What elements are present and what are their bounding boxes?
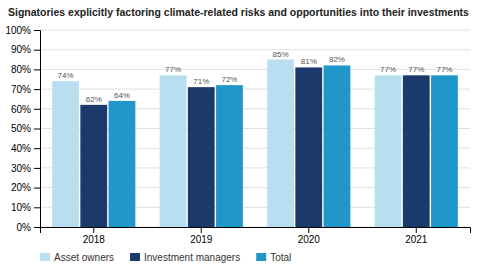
bar [188,87,215,227]
data-label: 77% [165,65,181,74]
data-label: 72% [221,75,237,84]
bar [324,65,351,227]
bar-series [52,60,401,227]
tick: 20% [11,182,40,193]
plot: 0%10%20%30%40%50%60%70%80%90%100%2018201… [5,25,470,245]
tick-label: 2021 [405,234,428,245]
bar-series [109,65,458,227]
bar [109,101,136,227]
legend-item: Asset owners [40,252,114,263]
bar [403,75,430,227]
tick: 90% [11,44,40,55]
y-axis: 0% 10% 20% 30% 40% 50% 60% 70% 80% 90% 100% [5,25,40,233]
tick: 10% [11,202,40,213]
tick-mark [34,188,40,189]
tick-label: 30% [11,163,31,174]
tick-mark [34,168,40,169]
tick: 60% [11,104,40,115]
bar [375,75,402,227]
tick-label: 0% [17,222,32,233]
grid-line [40,69,470,70]
grid-line [40,49,470,50]
tick-label: 40% [11,143,31,154]
tick: 2020 [298,227,321,245]
legend-label: Total [270,252,291,263]
title: Signatories explicitly factoring climate… [8,6,469,18]
tick-label: 20% [11,182,31,193]
axis-line [34,31,41,228]
data-label: 82% [329,55,345,64]
data-label: 77% [408,65,424,74]
tick: 2021 [405,227,428,245]
bar [160,75,187,227]
legend-swatch [40,253,50,261]
tick-label: 90% [11,44,31,55]
tick-label: 60% [11,104,31,115]
tick-label: 10% [11,202,31,213]
tick-mark [34,30,40,31]
data-label: 77% [380,65,396,74]
tick: 0% [17,222,40,233]
data-label: 74% [58,71,74,80]
bar [267,60,294,227]
tick-mark [34,129,40,130]
legend-item: Investment managers [130,252,240,263]
tick-label: 50% [11,123,31,134]
tick: 50% [11,123,40,134]
tick-label: 2019 [190,234,213,245]
tick-label: 100% [5,25,31,36]
data-label: 81% [301,57,317,66]
data-label: 62% [86,95,102,104]
tick: 80% [11,64,40,75]
legend-swatch [256,253,266,261]
data-label: 77% [436,65,452,74]
tick-mark [34,69,40,70]
legend-swatch [130,253,140,261]
grid [40,30,470,227]
legend: Asset owners Investment managers Total [40,252,291,263]
tick-mark [34,227,40,228]
tick: 30% [11,163,40,174]
legend-label: Investment managers [144,252,240,263]
tick-mark [34,207,40,208]
bar [80,105,107,227]
tick: 70% [11,84,40,95]
tick-mark [93,227,94,233]
tick-mark [34,109,40,110]
tick-mark [34,50,40,51]
bar [295,67,322,227]
data-label: 71% [193,77,209,86]
bar-series [80,67,429,227]
legend-item: Total [256,252,291,263]
tick: 2018 [83,227,106,245]
tick-mark [416,227,417,233]
tick-mark [34,89,40,90]
grid-line [40,30,470,31]
tick-label: 70% [11,84,31,95]
legend-label: Asset owners [54,252,114,263]
tick: 40% [11,143,40,154]
bar [431,75,458,227]
tick-label: 2018 [83,234,106,245]
tick-mark [201,227,202,233]
data-label: 85% [273,50,289,59]
tick-mark [34,148,40,149]
tick-label: 80% [11,64,31,75]
tick-label: 2020 [298,234,321,245]
bar [52,81,79,227]
tick: 100% [5,25,40,36]
bar [216,85,243,227]
bars [52,60,458,227]
tick-mark [308,227,309,233]
data-labels: 74% 77% 85% 77% 62% 71% 81% 77% 64% 72% 82% 77% [58,50,453,104]
tick: 2019 [190,227,213,245]
data-label: 64% [114,91,130,100]
axis-line [41,228,471,234]
chart: Signatories explicitly factoring climate… [0,0,480,271]
x-axis: 2018 2019 2020 2021 [41,227,471,245]
